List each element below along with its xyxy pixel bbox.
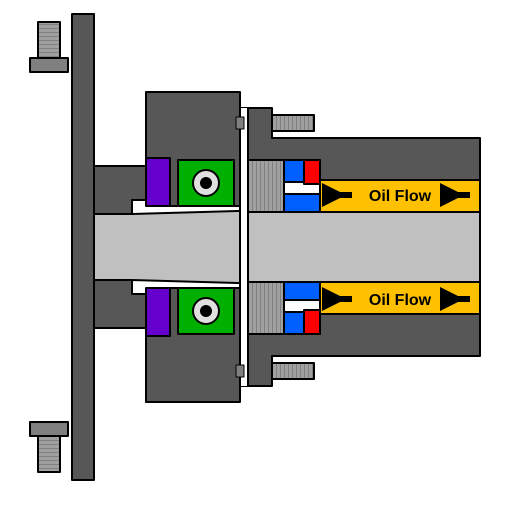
shaft bbox=[94, 200, 480, 294]
diagram-root bbox=[30, 14, 480, 480]
red-component-top bbox=[304, 160, 320, 184]
flange-bolt-top bbox=[30, 22, 68, 72]
mechanical-cross-section-diagram: Oil Flow Oil Flow bbox=[0, 0, 520, 508]
bearing-top bbox=[178, 160, 234, 206]
housing-split-gap bbox=[240, 108, 248, 386]
oil-flow-label-bottom: Oil Flow bbox=[369, 292, 432, 309]
red-component-bottom bbox=[304, 310, 320, 334]
bearing-bottom bbox=[178, 288, 234, 334]
seal-top bbox=[146, 158, 170, 206]
flange-plate bbox=[72, 14, 94, 480]
spline-bottom bbox=[248, 282, 284, 334]
oil-flow-label-top: Oil Flow bbox=[369, 188, 432, 205]
seal-bottom bbox=[146, 288, 170, 336]
spline-top bbox=[248, 160, 284, 212]
flange-bolt-bottom bbox=[30, 422, 68, 472]
